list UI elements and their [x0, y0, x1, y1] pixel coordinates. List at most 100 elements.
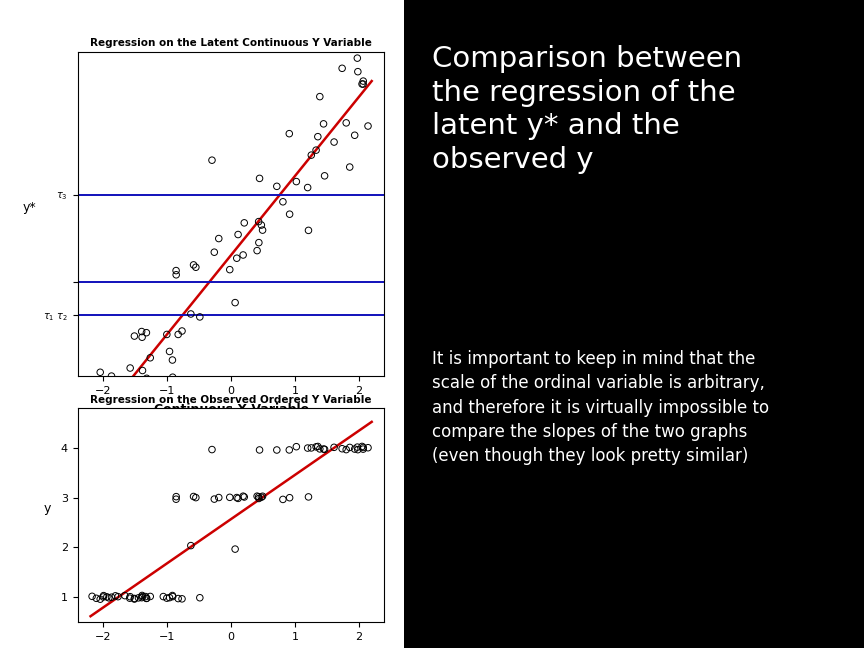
Point [252, 237, 266, 248]
Point [355, 79, 369, 89]
Point [270, 181, 283, 192]
Point [93, 367, 107, 377]
Point [212, 233, 226, 244]
Point [156, 427, 170, 437]
Point [100, 592, 114, 602]
Point [283, 492, 296, 503]
Point [162, 592, 176, 603]
Point [236, 249, 250, 260]
Point [316, 444, 330, 454]
Point [139, 391, 153, 401]
Point [143, 591, 157, 601]
Point [140, 373, 154, 384]
Point [109, 590, 123, 601]
Point [335, 63, 349, 73]
Point [111, 592, 125, 602]
Point [171, 329, 185, 340]
Point [86, 450, 99, 461]
Point [316, 119, 330, 129]
Point [123, 377, 137, 388]
Point [97, 592, 111, 602]
Point [160, 593, 174, 603]
Point [166, 372, 180, 382]
Point [327, 442, 341, 452]
Point [301, 443, 314, 453]
Point [361, 443, 375, 453]
Point [102, 384, 116, 394]
Point [189, 492, 203, 503]
Point [356, 79, 370, 89]
Point [356, 443, 370, 453]
Point [111, 384, 125, 394]
Point [135, 332, 149, 342]
Point [189, 262, 203, 272]
Point [93, 594, 107, 605]
Point [143, 353, 157, 363]
Point [135, 590, 149, 601]
Point [124, 363, 137, 373]
Point [156, 592, 170, 602]
Point [311, 132, 325, 142]
Point [348, 444, 362, 454]
Point [256, 491, 270, 502]
Point [228, 297, 242, 308]
Point [252, 173, 266, 183]
Point [252, 493, 266, 503]
Point [193, 312, 206, 322]
Point [283, 209, 296, 220]
Point [175, 594, 189, 604]
Point [184, 309, 198, 319]
Point [232, 493, 245, 503]
Point [238, 218, 251, 228]
Point [348, 130, 362, 141]
Point [361, 121, 375, 131]
Point [118, 590, 132, 601]
Point [301, 182, 314, 192]
Point [304, 443, 318, 453]
Point [318, 444, 332, 454]
Point [356, 444, 370, 454]
Point [283, 445, 296, 455]
Point [254, 220, 268, 230]
Point [136, 592, 149, 602]
Point [97, 404, 111, 415]
Point [238, 492, 251, 502]
Point [124, 592, 137, 602]
Text: Comparison between
the regression of the
latent y* and the
observed y: Comparison between the regression of the… [432, 45, 742, 174]
Point [340, 118, 353, 128]
Point [135, 327, 149, 337]
Point [105, 371, 118, 381]
Point [335, 443, 349, 454]
Point [302, 226, 315, 236]
Title: Regression on the Latent Continuous Y Variable: Regression on the Latent Continuous Y Va… [90, 38, 372, 49]
Point [205, 445, 219, 455]
Point [351, 53, 365, 64]
Point [223, 492, 237, 502]
Point [160, 329, 174, 340]
Point [89, 388, 103, 398]
Y-axis label: y: y [43, 502, 51, 515]
Point [166, 592, 180, 602]
Point [340, 445, 353, 455]
Point [162, 346, 176, 356]
Point [256, 225, 270, 235]
Point [169, 270, 183, 280]
Point [205, 155, 219, 165]
Point [230, 492, 244, 503]
Point [139, 592, 153, 602]
Point [351, 442, 365, 452]
Point [212, 492, 226, 503]
Point [289, 441, 303, 452]
Point [228, 544, 242, 554]
Point [187, 491, 200, 502]
Point [187, 260, 200, 270]
Point [351, 445, 365, 455]
Point [252, 445, 266, 455]
Point [128, 594, 142, 604]
Point [356, 76, 370, 86]
Point [311, 441, 325, 452]
Point [304, 150, 318, 160]
Point [351, 67, 365, 77]
Point [207, 494, 221, 504]
Point [166, 355, 180, 365]
